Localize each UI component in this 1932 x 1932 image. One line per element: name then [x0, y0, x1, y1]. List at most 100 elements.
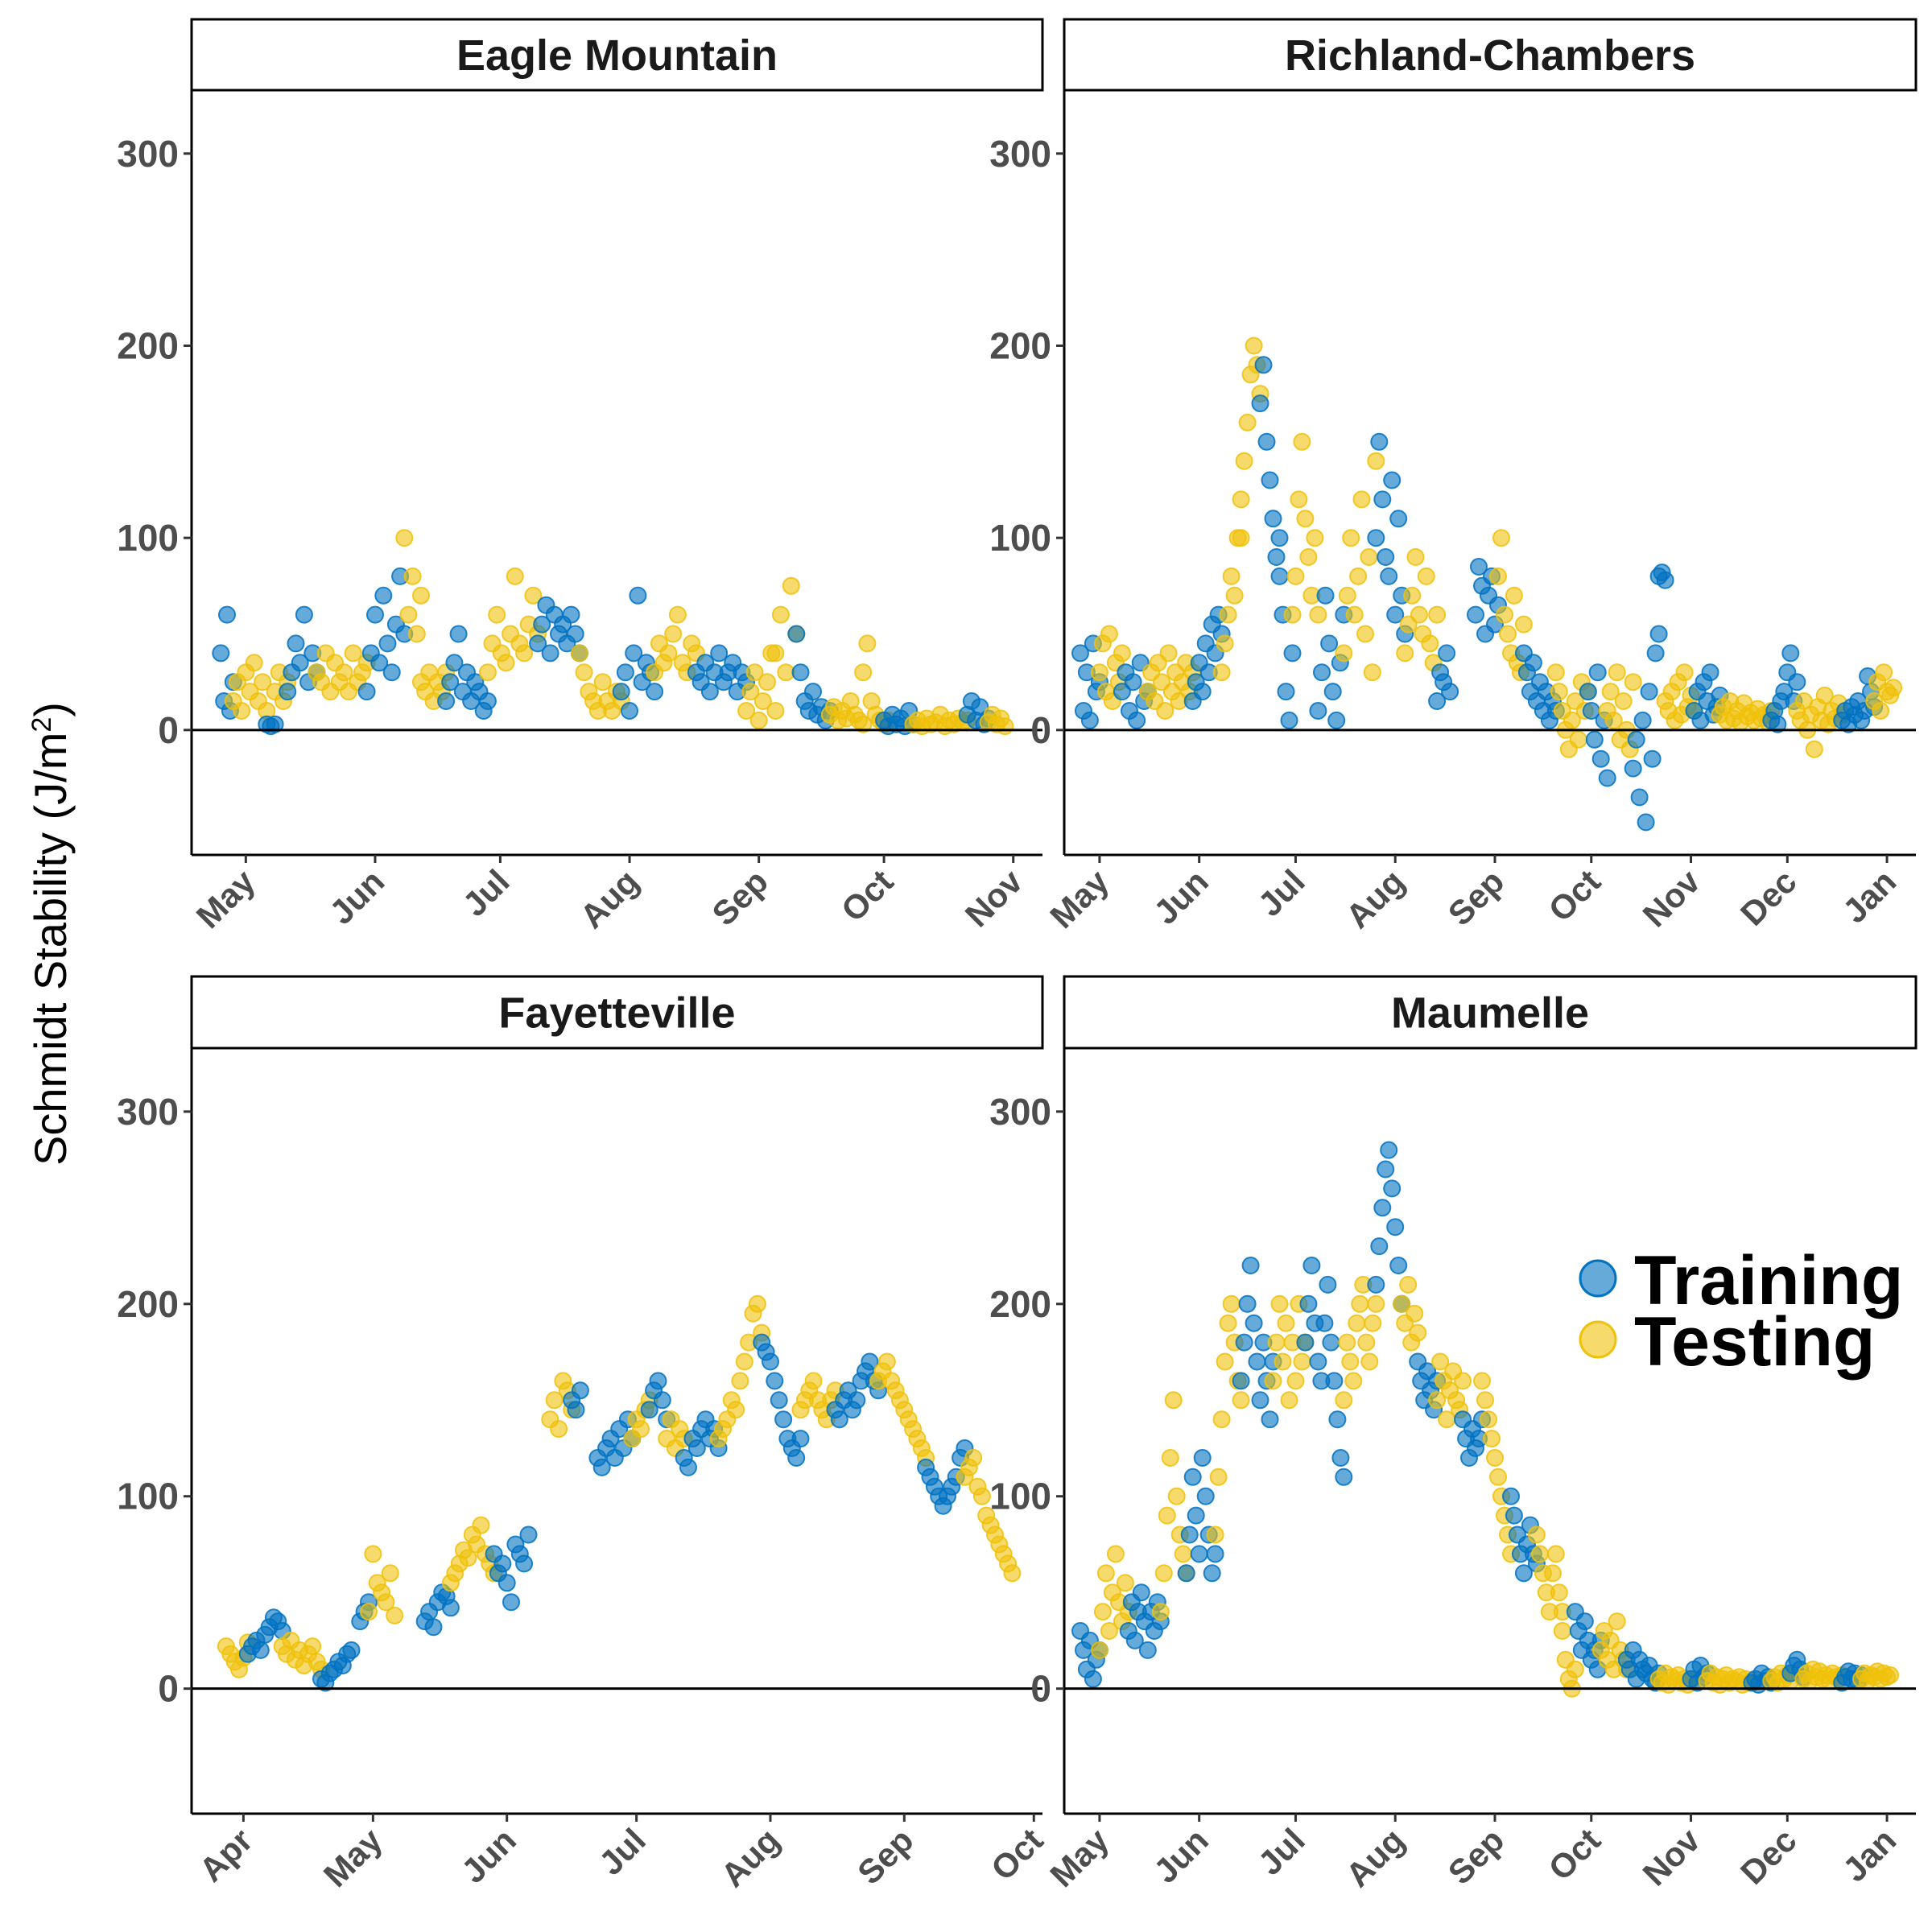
point-training: [1575, 1612, 1594, 1631]
point-training: [1206, 1545, 1224, 1563]
point-training: [1788, 673, 1806, 691]
y-tick-label: 0: [158, 1668, 179, 1710]
point-testing: [1093, 1603, 1112, 1621]
point-training: [1585, 730, 1604, 749]
point-training: [266, 715, 284, 733]
point-testing: [1393, 1294, 1411, 1313]
point-training: [1377, 548, 1395, 566]
point-training: [1302, 1257, 1321, 1274]
point-testing: [1158, 1506, 1176, 1525]
point-testing: [1608, 1612, 1626, 1631]
x-tick-label: Sep: [704, 862, 775, 933]
point-testing: [753, 692, 772, 710]
point-training: [279, 683, 297, 701]
point-training: [848, 1391, 866, 1410]
point-training: [1389, 510, 1408, 528]
point-training: [441, 1599, 460, 1617]
x-tick-label: Sep: [1441, 1821, 1512, 1892]
point-training: [612, 683, 630, 701]
point-testing: [1100, 1622, 1118, 1640]
strip-richland-chambers: [1063, 18, 1918, 92]
point-testing: [515, 644, 534, 663]
point-training: [519, 1525, 538, 1544]
point-training: [1646, 644, 1665, 663]
point-testing: [550, 1420, 568, 1439]
point-testing: [1399, 1275, 1418, 1294]
point-testing: [1546, 663, 1565, 682]
point-testing: [545, 1391, 564, 1410]
point-training: [770, 1391, 788, 1410]
point-training: [437, 692, 456, 710]
point-testing: [1566, 1660, 1584, 1678]
point-testing: [344, 644, 362, 663]
point-testing: [335, 663, 353, 682]
point-testing: [364, 1545, 382, 1563]
point-testing: [1232, 529, 1250, 547]
y-tick-label: 200: [989, 324, 1051, 366]
point-testing: [1096, 1564, 1115, 1583]
point-training: [787, 625, 806, 643]
point-training: [1177, 1564, 1195, 1583]
point-testing: [1885, 679, 1903, 697]
point-testing: [1345, 605, 1364, 624]
point-testing: [1546, 1545, 1565, 1563]
point-testing: [1805, 740, 1823, 758]
point-testing: [1357, 1333, 1376, 1352]
point-testing: [1454, 1372, 1472, 1390]
x-tick-label: Jun: [322, 862, 391, 931]
point-testing: [386, 1606, 404, 1624]
point-training: [566, 625, 584, 643]
point-training: [1277, 683, 1295, 701]
point-testing: [407, 625, 426, 643]
x-tick-label: Jul: [456, 862, 517, 923]
point-training: [1280, 711, 1298, 729]
point-testing: [735, 1352, 753, 1371]
point-training: [1591, 749, 1610, 768]
point-training: [1193, 1449, 1212, 1467]
x-tick-label: Jan: [1835, 1821, 1903, 1889]
point-testing: [1209, 1468, 1228, 1486]
point-testing: [1280, 1391, 1298, 1410]
y-axis-title-close: ): [25, 702, 76, 717]
point-training: [1389, 1257, 1408, 1274]
x-tick-label: Jun: [454, 1821, 523, 1890]
point-training: [1180, 1525, 1199, 1544]
strip-eagle-mountain: [190, 18, 1044, 92]
point-training: [1380, 567, 1398, 585]
point-training: [441, 673, 460, 691]
point-training: [1633, 711, 1652, 729]
point-training: [1296, 1333, 1315, 1352]
point-testing: [1290, 490, 1308, 509]
point-testing: [1106, 1545, 1125, 1563]
point-training: [571, 1381, 589, 1400]
point-training: [449, 625, 468, 643]
point-testing: [254, 673, 272, 691]
point-training: [1579, 683, 1597, 701]
point-training: [1254, 356, 1273, 374]
point-training: [621, 702, 638, 720]
point-testing: [1428, 1391, 1447, 1410]
point-testing: [360, 1603, 378, 1621]
point-training: [1238, 1294, 1257, 1313]
x-tick-label: May: [316, 1821, 390, 1894]
point-testing: [1216, 1352, 1234, 1371]
point-training: [1251, 394, 1269, 413]
point-testing: [748, 1294, 766, 1313]
point-testing: [1527, 1525, 1546, 1544]
point-testing: [858, 634, 877, 653]
point-testing: [399, 605, 418, 624]
point-testing: [1875, 663, 1893, 682]
point-training: [1588, 663, 1607, 682]
point-training: [1386, 605, 1405, 624]
point-training: [1514, 1564, 1533, 1583]
points-fayetteville: [217, 1294, 1022, 1692]
x-tick-label: Sep: [850, 1821, 921, 1892]
point-testing: [972, 1487, 991, 1505]
point-training: [1113, 683, 1131, 701]
point-testing: [854, 663, 873, 682]
point-testing: [745, 663, 764, 682]
point-testing: [593, 673, 612, 691]
point-training: [1319, 1275, 1337, 1294]
point-testing: [1274, 1352, 1292, 1371]
panel-eagle-mountain: Eagle Mountain 0 100 200 300 May Jun Jul Aug Sep O…: [117, 18, 1044, 935]
